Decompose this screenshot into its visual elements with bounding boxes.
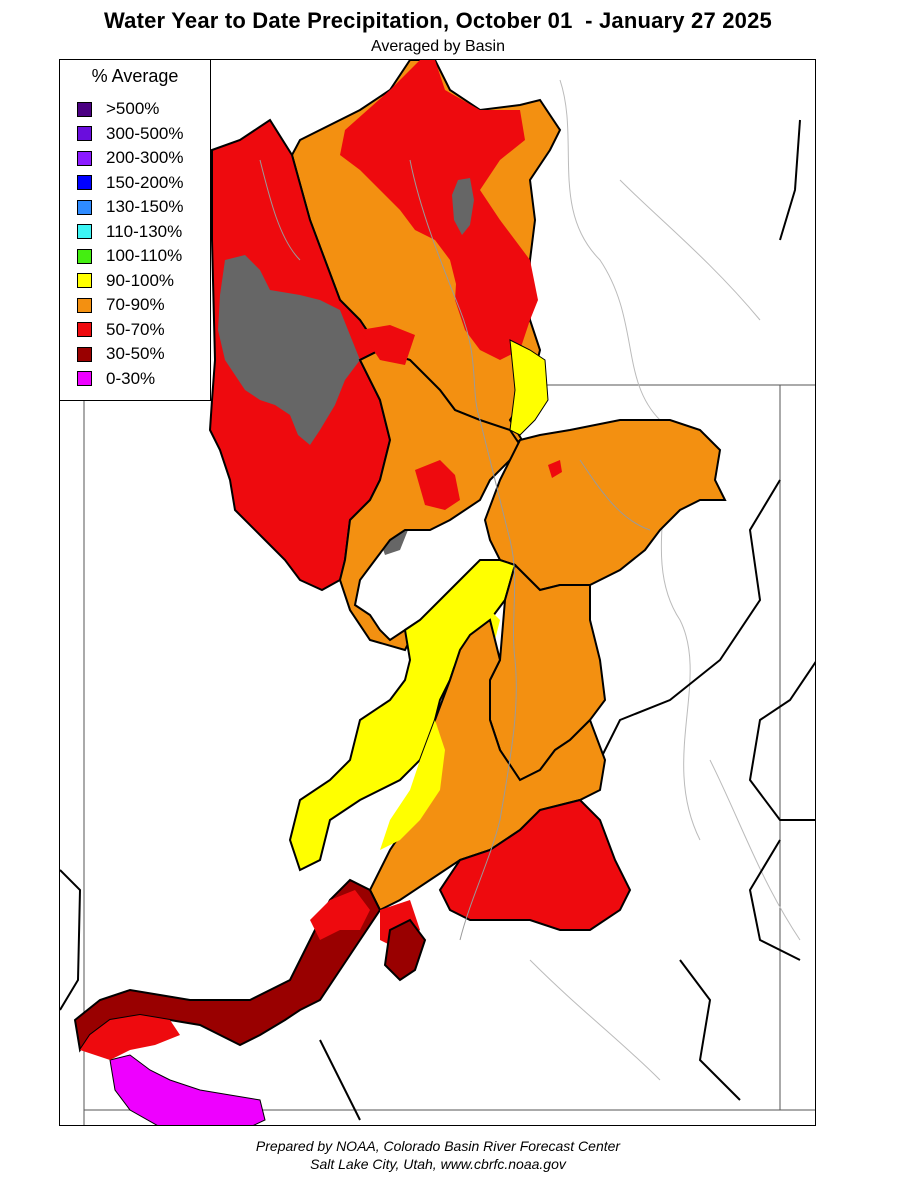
legend-label: 150-200% (106, 172, 184, 192)
legend-item: 0-30% (77, 369, 155, 389)
basin-virgin[interactable] (73, 878, 382, 1053)
basin-map[interactable] (60, 60, 816, 1126)
legend-item: 200-300% (77, 148, 184, 168)
legend-swatch (77, 150, 92, 166)
legend-item: 110-130% (77, 222, 182, 242)
legend-swatch (77, 273, 92, 288)
utah-east-border-upper (500, 205, 815, 386)
basin-lake-powell[interactable] (438, 798, 632, 931)
legend-label: 30-50% (106, 344, 165, 363)
basin-green-upper-red-2 (455, 220, 538, 360)
legend-item: 100-110% (77, 246, 182, 266)
basin-weber-red-2 (415, 460, 460, 510)
basin-lower-colorado-magenta[interactable] (109, 1054, 266, 1126)
legend-item: 130-150% (77, 197, 184, 217)
legend-label: 0-30% (106, 368, 156, 388)
legend-label: 200-300% (106, 148, 184, 167)
legend-label: 100-110% (106, 246, 183, 265)
legend-item: >500% (77, 99, 159, 119)
legend-label: 90-100% (106, 270, 175, 290)
basin-white-yampa[interactable] (483, 419, 727, 592)
legend-swatch (77, 297, 92, 313)
legend-title: % Average (91, 66, 179, 86)
basin-dolores-yellow (380, 720, 445, 850)
basin-lower-red-strip (80, 1015, 180, 1060)
basin-paria[interactable] (383, 918, 427, 982)
legend-swatch (77, 101, 92, 117)
basin-weber-red (360, 325, 415, 365)
legend-swatch (77, 126, 92, 141)
legend-label: 300-500% (106, 123, 184, 143)
basin-white-red-spot (548, 460, 562, 478)
legend-item: 300-500% (77, 124, 184, 144)
page-title: Water Year to Date Precipitation, Octobe… (104, 8, 772, 33)
footer-location: Salt Lake City, Utah, www.cbrfc.noaa.gov (310, 1156, 566, 1172)
background-rivers (529, 79, 801, 1081)
legend-label: 110-130% (106, 221, 183, 241)
legend-label: 70-90% (106, 295, 165, 314)
legend-swatch (77, 371, 92, 386)
map-frame[interactable] (59, 59, 816, 1126)
legend-swatch (77, 322, 92, 337)
legend-label: 50-70% (106, 319, 165, 339)
great-salt-lake (218, 255, 360, 445)
legend-label: >500% (106, 99, 160, 118)
legend: % Average >500% 300-500% 200-300% 150-200% 1… (59, 59, 211, 401)
legend-item: 30-50% (77, 344, 165, 364)
basin-dolores-san-juan[interactable] (368, 618, 607, 912)
legend-swatch (77, 248, 92, 264)
legend-item: 90-100% (77, 271, 174, 291)
legend-swatch (77, 224, 92, 239)
legend-swatch (77, 346, 92, 362)
background-boundaries (60, 119, 815, 1121)
page-subtitle: Averaged by Basin (370, 38, 505, 55)
legend-swatch (77, 175, 92, 190)
basin-virgin-red (310, 890, 370, 940)
legend-item: 150-200% (77, 173, 184, 193)
basin-uinta-yellow[interactable] (509, 339, 549, 436)
legend-item: 70-90% (77, 295, 165, 315)
legend-item: 50-70% (77, 320, 165, 340)
legend-label: 130-150% (106, 197, 184, 216)
map-rivers (259, 159, 651, 941)
footer-credit: Prepared by NOAA, Colorado Basin River F… (255, 1138, 621, 1154)
flaming-gorge-reservoir (452, 178, 474, 235)
legend-swatch (77, 199, 92, 215)
